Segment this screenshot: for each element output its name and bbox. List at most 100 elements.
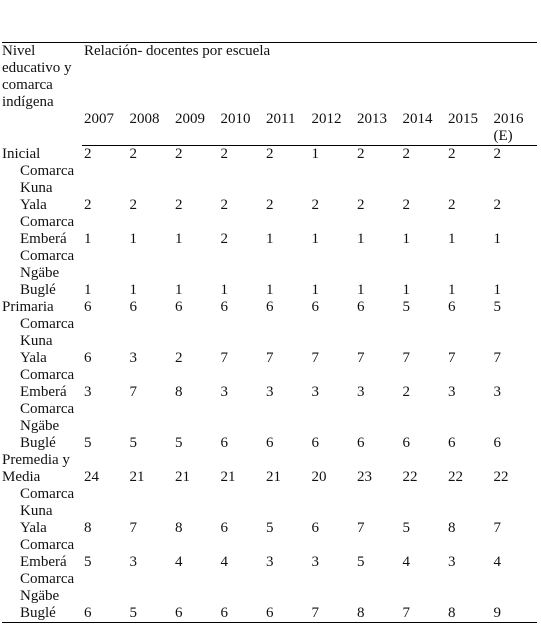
cell-value: 24 xyxy=(84,469,99,485)
cell-value: 6 xyxy=(357,299,365,315)
cell-value: 6 xyxy=(448,299,456,315)
cell-value: 2 xyxy=(129,197,138,213)
row-label: Comarca Kuna Yala xyxy=(20,486,75,536)
cell-value: 2 xyxy=(220,231,229,247)
cell-value: 1 xyxy=(311,282,320,298)
cell-value: 2 xyxy=(220,197,229,213)
cell-value: 7 xyxy=(129,520,138,536)
cell-value: 6 xyxy=(175,299,183,315)
cell-value: 5 xyxy=(84,435,92,451)
row-label: Primaria xyxy=(2,299,54,315)
cell-value: 2 xyxy=(266,197,274,213)
cell-value: 2 xyxy=(175,197,183,213)
cell-value: 6 xyxy=(266,299,274,315)
cell-value: 21 xyxy=(175,469,190,485)
cell-value: 7 xyxy=(309,571,355,623)
table-row: Primaria 6 6 6 6 6 6 6 5 6 5 xyxy=(2,299,537,316)
cell-value: 6 xyxy=(311,435,320,451)
cell-value: 6 xyxy=(357,435,365,451)
cell-value: 1 xyxy=(175,231,183,247)
cell-value: 2 xyxy=(402,146,411,162)
cell-value: 3 xyxy=(448,554,456,570)
cell-value: 2 xyxy=(129,146,138,162)
cell-value: 8 xyxy=(446,571,492,623)
cell-value: 5 xyxy=(402,299,411,315)
table-row: Comarca Kuna Yala 8 7 8 6 5 6 7 5 8 7 xyxy=(2,486,537,537)
cell-value: 3 xyxy=(493,384,502,400)
cell-value: 5 xyxy=(84,554,92,570)
row-label: Comarca Kuna Yala xyxy=(20,163,75,213)
cell-value: 6 xyxy=(220,435,229,451)
cell-value: 20 xyxy=(311,469,327,485)
cell-value: 22 xyxy=(402,469,418,485)
cell-value: 1 xyxy=(357,282,365,298)
row-label: Comarca Emberá xyxy=(20,214,75,247)
cell-value: 5 xyxy=(266,520,274,536)
cell-value: 4 xyxy=(493,554,502,570)
table-row: Comarca Kuna Yala 2 2 2 2 2 2 2 2 2 2 xyxy=(2,163,537,214)
table-row: Comarca Ngäbe Buglé 1 1 1 1 1 1 1 1 1 1 xyxy=(2,248,537,299)
row-label: Comarca Ngäbe Buglé xyxy=(20,401,75,451)
cell-value: 3 xyxy=(311,384,320,400)
cell-value: 6 xyxy=(84,299,92,315)
cell-value: 8 xyxy=(175,520,183,536)
cell-value: 4 xyxy=(175,554,183,570)
row-label: Comarca Emberá xyxy=(20,537,75,570)
cell-value: 1 xyxy=(175,282,183,298)
cell-value: 1 xyxy=(493,282,502,298)
cell-value: 2 xyxy=(493,146,502,162)
cell-value: 6 xyxy=(448,435,456,451)
cell-value: 2 xyxy=(402,384,411,400)
cell-value: 7 xyxy=(493,520,502,536)
cell-value: 8 xyxy=(355,571,401,623)
cell-value: 22 xyxy=(493,469,509,485)
cell-value: 1 xyxy=(402,231,411,247)
cell-value: 6 xyxy=(402,435,411,451)
cell-value: 1 xyxy=(220,282,229,298)
cell-value: 2 xyxy=(175,146,183,162)
cell-value: 3 xyxy=(220,384,229,400)
cell-value: 3 xyxy=(84,384,92,400)
table-row: Inicial 2 2 2 2 2 1 2 2 2 2 xyxy=(2,146,537,164)
table-row: Comarca Ngäbe Buglé 6 5 6 6 6 7 8 7 8 9 xyxy=(2,571,537,623)
cell-value: 7 xyxy=(400,571,446,623)
table-row: Comarca Kuna Yala 6 3 2 7 7 7 7 7 7 7 xyxy=(2,316,537,367)
cell-value: 3 xyxy=(129,554,138,570)
cell-value: 6 xyxy=(311,520,320,536)
cell-value: 2 xyxy=(220,146,229,162)
year-header: 2014 xyxy=(400,111,446,146)
table-row: Comarca Emberá 1 1 1 2 1 1 1 1 1 1 xyxy=(2,214,537,248)
cell-value: 6 xyxy=(264,571,310,623)
cell-value: 1 xyxy=(84,231,92,247)
cell-value: 2 xyxy=(448,197,456,213)
cell-value: 7 xyxy=(402,350,411,366)
cell-value: 7 xyxy=(357,520,365,536)
cell-value: 1 xyxy=(448,282,456,298)
cell-value: 2 xyxy=(493,197,502,213)
cell-value: 5 xyxy=(129,435,138,451)
cell-value: 1 xyxy=(357,231,365,247)
cell-value: 2 xyxy=(84,197,92,213)
cell-value: 21 xyxy=(129,469,145,485)
cell-value: 1 xyxy=(493,231,502,247)
cell-value: 4 xyxy=(402,554,411,570)
year-header: 2010 xyxy=(218,111,264,146)
cell-value: 3 xyxy=(266,554,274,570)
cell-value: 6 xyxy=(266,435,274,451)
cell-value: 1 xyxy=(129,282,138,298)
table: Nivel educativo y comarca indígena Relac… xyxy=(2,42,537,623)
cell-value: 5 xyxy=(175,435,183,451)
row-label: Comarca Emberá xyxy=(20,367,75,400)
cell-value: 7 xyxy=(448,350,456,366)
cell-value: 7 xyxy=(311,350,320,366)
cell-value: 2 xyxy=(84,146,92,162)
cell-value: 5 xyxy=(402,520,411,536)
cell-value: 7 xyxy=(129,384,138,400)
cell-value: 1 xyxy=(84,282,92,298)
row-label: Premedia y Media xyxy=(2,452,70,485)
header-label: Nivel educativo y comarca indígena xyxy=(2,42,82,146)
cell-value: 22 xyxy=(448,469,463,485)
cell-value: 7 xyxy=(357,350,365,366)
cell-value: 8 xyxy=(448,520,456,536)
